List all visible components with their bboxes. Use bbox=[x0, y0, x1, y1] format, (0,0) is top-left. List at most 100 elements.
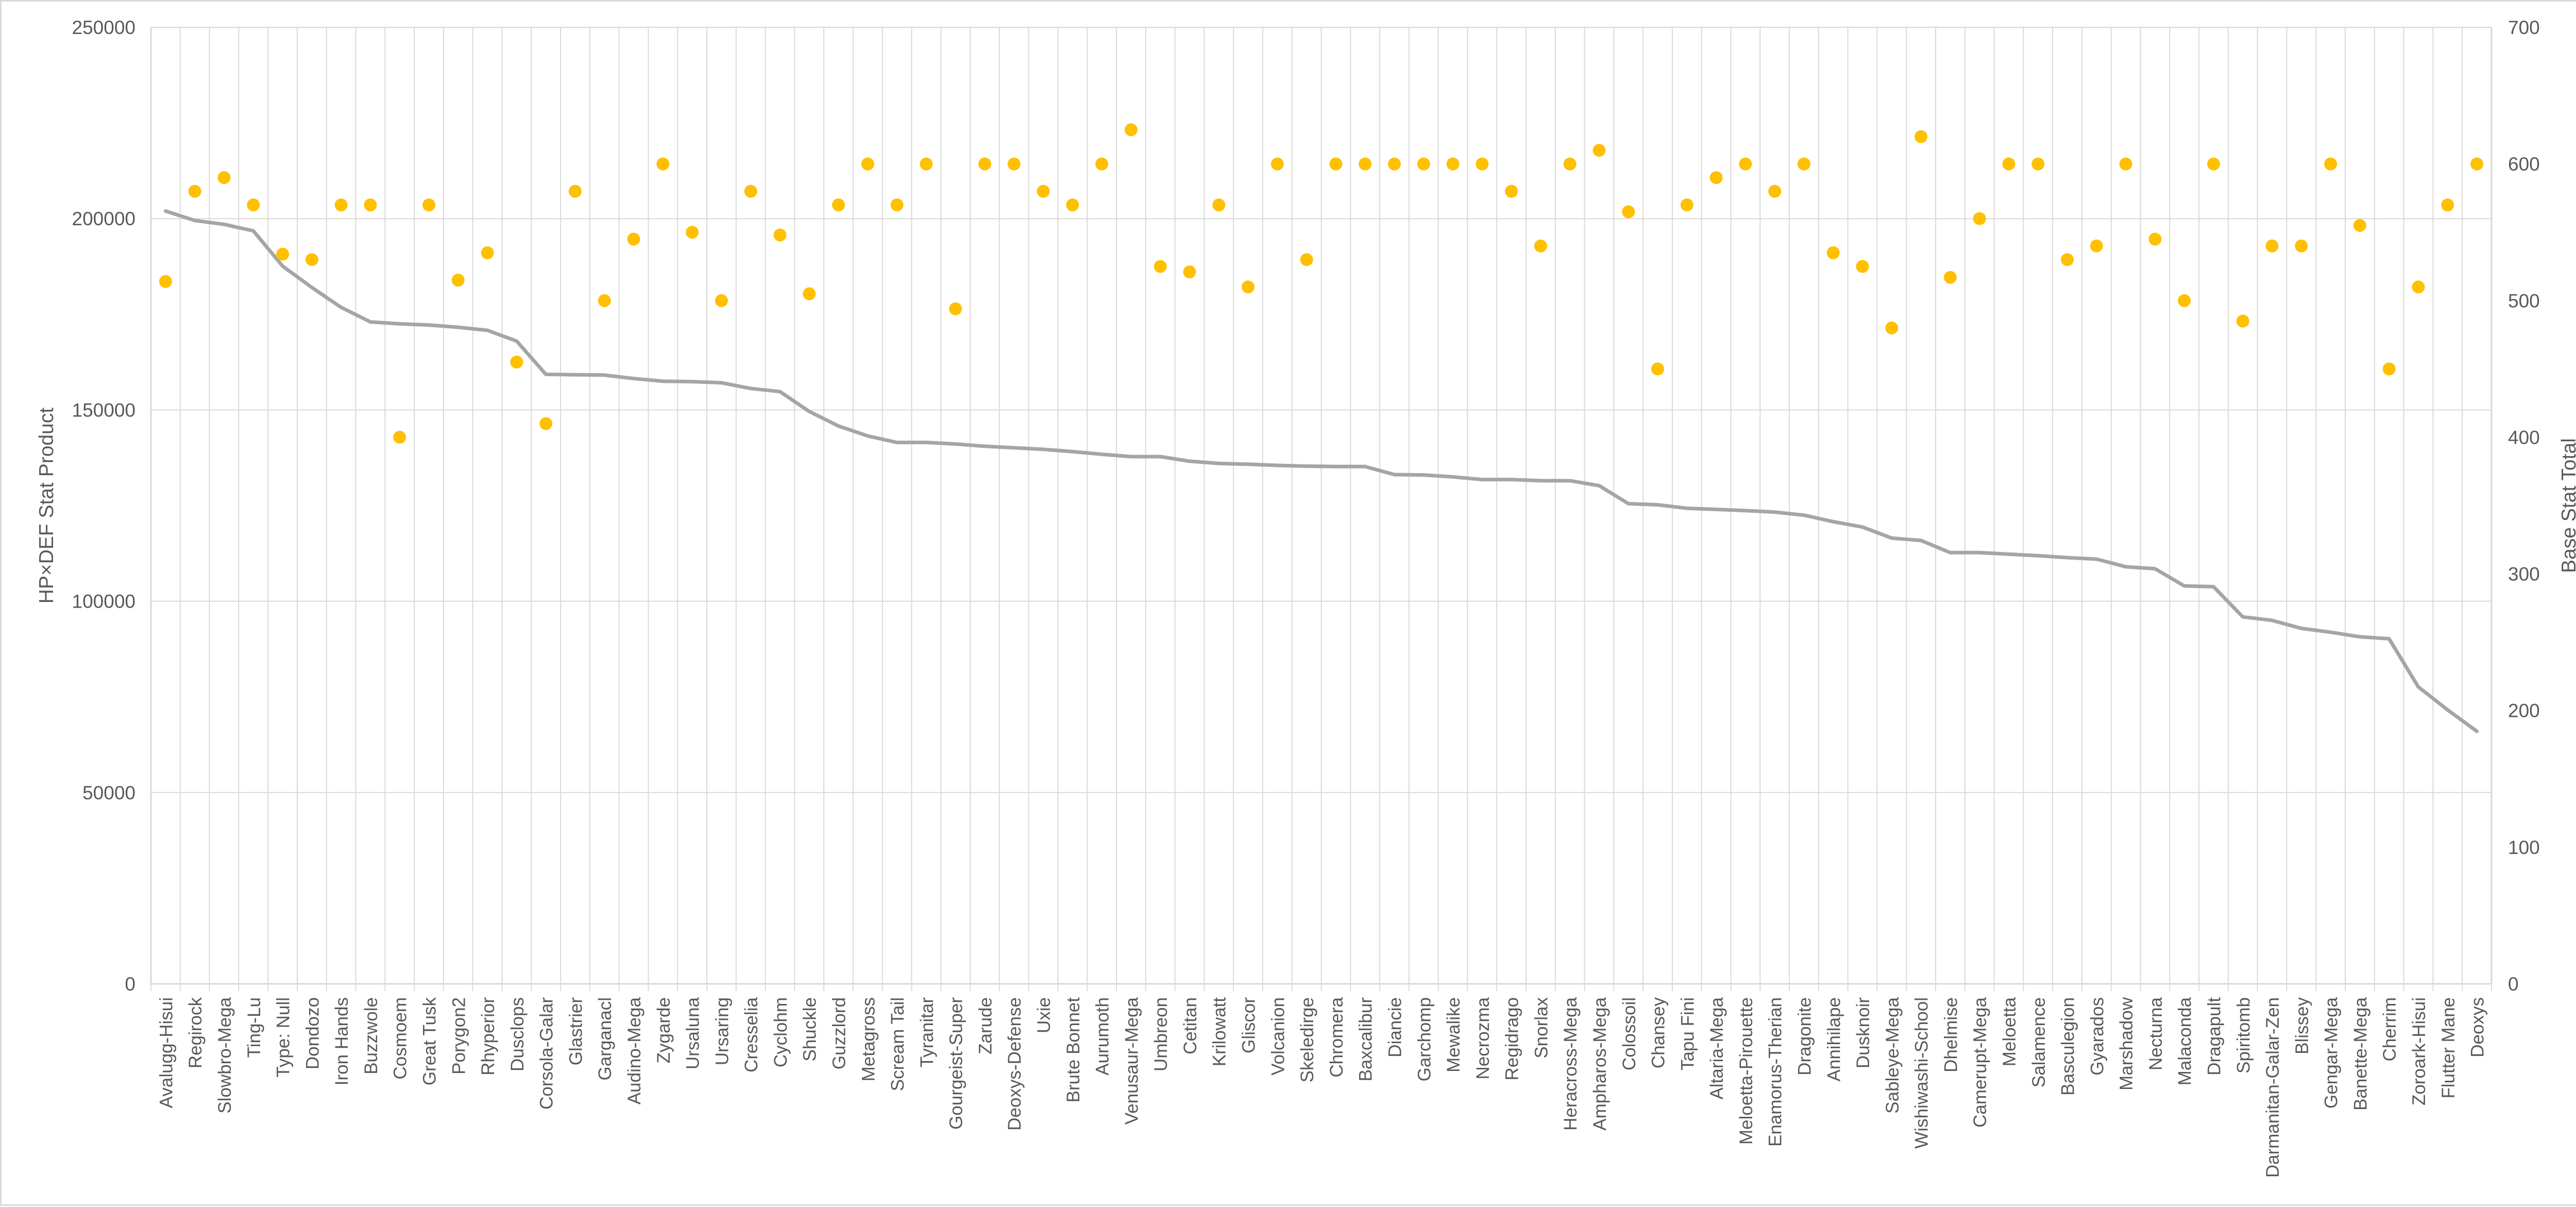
base-stat-total-point bbox=[920, 157, 933, 171]
category-label: Spiritomb bbox=[2233, 997, 2253, 1074]
category-label: Gengar-Mega bbox=[2321, 997, 2342, 1108]
category-label: Great Tusk bbox=[419, 997, 439, 1086]
base-stat-total-point bbox=[2353, 219, 2366, 232]
category-label: Scream Tail bbox=[888, 997, 908, 1091]
base-stat-total-point bbox=[2178, 294, 2191, 307]
base-stat-total-point bbox=[890, 198, 904, 212]
category-label: Skeledirge bbox=[1297, 997, 1317, 1082]
base-stat-total-point bbox=[2441, 198, 2454, 212]
base-stat-total-point bbox=[744, 185, 757, 198]
category-label: Snorlax bbox=[1531, 997, 1551, 1059]
category-label: Aurumoth bbox=[1093, 997, 1113, 1076]
category-label: Gyarados bbox=[2087, 997, 2107, 1076]
base-stat-total-point bbox=[305, 253, 318, 266]
base-stat-total-point bbox=[334, 198, 348, 212]
category-label: Mewalike bbox=[1444, 997, 1464, 1072]
left-tick-label: 200000 bbox=[72, 208, 135, 229]
category-label: Ampharos-Mega bbox=[1590, 997, 1610, 1130]
category-label: Sableye-Mega bbox=[1883, 997, 1903, 1113]
base-stat-total-point bbox=[1095, 157, 1109, 171]
base-stat-total-point bbox=[2265, 239, 2279, 253]
category-label: Garganacl bbox=[595, 997, 615, 1080]
category-label: Dusknoir bbox=[1853, 997, 1873, 1068]
base-stat-total-point bbox=[247, 198, 260, 212]
base-stat-total-point bbox=[1300, 253, 1313, 266]
right-tick-label: 400 bbox=[2508, 427, 2540, 448]
category-label: Tapu Fini bbox=[1677, 997, 1698, 1070]
base-stat-total-point bbox=[1973, 212, 1986, 225]
category-label: Regirock bbox=[185, 997, 206, 1069]
base-stat-total-point bbox=[832, 198, 845, 212]
base-stat-total-point bbox=[1124, 123, 1138, 137]
left-tick-label: 250000 bbox=[72, 17, 135, 38]
category-label: Wishiwashi-School bbox=[1912, 997, 1932, 1149]
base-stat-total-point bbox=[1037, 185, 1050, 198]
base-stat-total-point bbox=[159, 275, 172, 288]
category-label: Deoxys-Defense bbox=[1005, 997, 1025, 1131]
base-stat-total-point bbox=[393, 430, 406, 444]
category-label: Cosmoem bbox=[391, 997, 411, 1079]
category-label: Dondozo bbox=[302, 997, 323, 1069]
category-label: Uxie bbox=[1034, 997, 1054, 1033]
base-stat-total-point bbox=[627, 232, 640, 246]
category-label: Deoxys bbox=[2468, 997, 2488, 1058]
category-label: Porygon2 bbox=[449, 997, 469, 1075]
category-label: Gliscor bbox=[1239, 997, 1259, 1053]
base-stat-total-point bbox=[1446, 157, 1460, 171]
category-label: Enamorus-Therian bbox=[1766, 997, 1786, 1147]
category-label: Gourgeist-Super bbox=[946, 997, 967, 1130]
category-label: Metagross bbox=[858, 997, 878, 1081]
base-stat-total-point bbox=[1212, 198, 1226, 212]
category-label: Annihilape bbox=[1824, 997, 1844, 1081]
base-stat-total-point bbox=[656, 157, 670, 171]
category-label: Venusaur-Mega bbox=[1122, 997, 1142, 1125]
base-stat-total-point bbox=[1885, 321, 1899, 334]
category-label: Flutter Mane bbox=[2438, 997, 2459, 1098]
base-stat-total-point bbox=[364, 198, 377, 212]
base-stat-total-point bbox=[217, 171, 231, 185]
category-label: Avalugg-Hisui bbox=[156, 997, 176, 1108]
right-tick-label: 600 bbox=[2508, 154, 2540, 175]
line-series bbox=[163, 209, 2479, 733]
category-label: Meloetta-Pirouette bbox=[1736, 997, 1756, 1145]
category-label: Dragonite bbox=[1794, 997, 1815, 1076]
base-stat-total-point bbox=[1914, 130, 1928, 143]
category-label: Baxcalibur bbox=[1356, 997, 1376, 1082]
base-stat-total-point bbox=[1183, 265, 1196, 279]
category-label: Ting-Lu bbox=[244, 997, 264, 1058]
left-tick-label: 50000 bbox=[82, 782, 135, 803]
base-stat-total-point bbox=[1651, 362, 1665, 376]
base-stat-total-point bbox=[451, 274, 465, 287]
category-label: Salamence bbox=[2029, 997, 2049, 1087]
base-stat-total-point bbox=[2090, 239, 2103, 253]
left-tick-label: 100000 bbox=[72, 591, 135, 612]
base-stat-total-point bbox=[2207, 157, 2221, 171]
base-stat-total-point bbox=[568, 185, 582, 198]
left-tick-label: 150000 bbox=[72, 399, 135, 421]
base-stat-total-point bbox=[686, 226, 699, 239]
category-label: Shuckle bbox=[800, 997, 820, 1062]
category-label: Slowbro-Mega bbox=[215, 997, 235, 1113]
category-label: Ursaluna bbox=[683, 997, 703, 1069]
right-tick-label: 300 bbox=[2508, 564, 2540, 585]
base-stat-total-point bbox=[510, 356, 523, 369]
base-stat-total-point bbox=[1856, 260, 1869, 273]
base-stat-total-point bbox=[1709, 171, 1723, 185]
base-stat-total-point bbox=[1680, 198, 1693, 212]
category-label: Corsola-Galar bbox=[537, 997, 557, 1110]
category-label: Meloetta bbox=[1999, 997, 2020, 1066]
category-label: Garchomp bbox=[1414, 997, 1434, 1081]
category-label: Buzzwole bbox=[361, 997, 381, 1075]
category-label: Basculegion bbox=[2058, 997, 2078, 1096]
base-stat-total-point bbox=[1797, 157, 1810, 171]
category-label: Zarude bbox=[975, 997, 995, 1054]
base-stat-total-point bbox=[1768, 185, 1782, 198]
category-label: Ursaring bbox=[712, 997, 732, 1065]
category-label: Necrozma bbox=[1473, 997, 1493, 1079]
base-stat-total-point bbox=[1592, 144, 1606, 157]
category-label: Dhelmise bbox=[1941, 997, 1961, 1072]
base-stat-total-point bbox=[1154, 260, 1167, 273]
base-stat-total-point bbox=[1417, 157, 1430, 171]
base-stat-total-point bbox=[978, 157, 991, 171]
category-label: Brute Bonnet bbox=[1063, 997, 1083, 1103]
